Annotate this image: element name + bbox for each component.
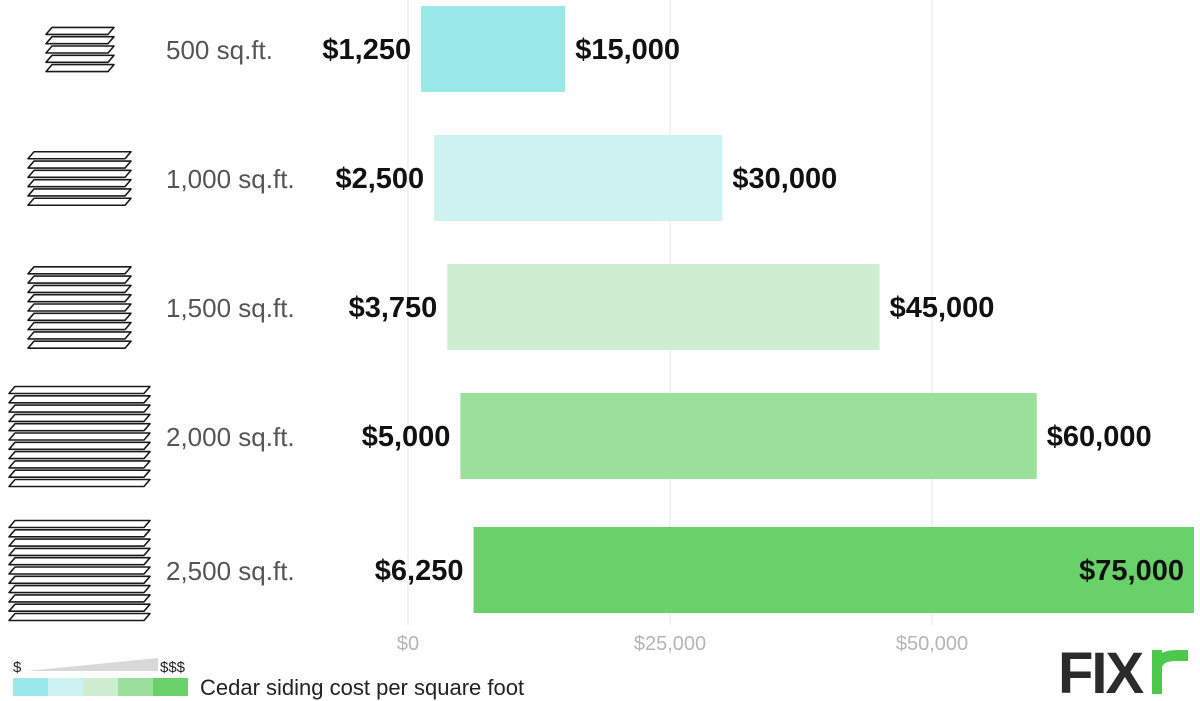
siding-plank <box>8 556 151 566</box>
siding-plank <box>8 404 151 413</box>
siding-plank <box>27 160 132 169</box>
siding-plank <box>27 275 132 284</box>
siding-plank <box>8 612 151 622</box>
high-value-label: $75,000 <box>1079 555 1184 587</box>
x-tick-label: $50,000 <box>896 633 968 655</box>
siding-plank <box>27 169 132 179</box>
siding-plank <box>27 340 132 349</box>
range-bar <box>434 135 723 221</box>
logo-r-arm <box>1152 650 1188 668</box>
siding-plank <box>8 519 151 529</box>
legend-swatch <box>48 678 83 696</box>
siding-plank <box>27 197 132 207</box>
siding-plank <box>8 538 151 547</box>
siding-icon <box>45 26 115 73</box>
siding-plank <box>8 422 151 432</box>
value-labels: 500 sq.ft. $1,250 $15,000 1,000 sq.ft. $2,50… <box>166 34 1184 587</box>
siding-icon <box>8 519 151 622</box>
logo-text-fix: FIX <box>1058 641 1145 701</box>
range-bar <box>421 6 566 92</box>
siding-plank <box>8 603 151 612</box>
siding-plank <box>8 450 151 460</box>
x-tick-label: $0 <box>397 633 419 655</box>
siding-plank <box>8 566 151 575</box>
siding-plank <box>8 395 151 404</box>
category-label: 1,000 sq.ft. <box>166 164 295 194</box>
category-label: 1,500 sq.ft. <box>166 293 295 323</box>
siding-plank <box>27 284 132 294</box>
low-value-label: $3,750 <box>349 292 438 324</box>
category-label: 500 sq.ft. <box>166 35 273 65</box>
low-value-label: $1,250 <box>322 34 411 66</box>
siding-plank <box>8 575 151 585</box>
legend: $ $$$ Cedar siding cost per square foot <box>13 658 524 700</box>
siding-plank <box>27 178 132 188</box>
siding-plank <box>27 331 132 340</box>
siding-icon <box>27 150 132 207</box>
siding-plank <box>8 460 151 469</box>
range-bar <box>447 264 880 350</box>
legend-label: Cedar siding cost per square foot <box>200 675 524 700</box>
siding-plank <box>8 478 151 488</box>
legend-swatch <box>13 678 48 696</box>
siding-plank <box>8 529 151 538</box>
siding-icon <box>8 385 151 488</box>
low-value-label: $2,500 <box>335 163 424 195</box>
category-label: 2,000 sq.ft. <box>166 422 295 452</box>
high-value-label: $15,000 <box>575 34 680 66</box>
legend-high-marker: $$$ <box>160 659 186 676</box>
logo-r-stem <box>1152 650 1162 694</box>
siding-icon <box>27 266 132 349</box>
high-value-label: $60,000 <box>1047 421 1152 453</box>
legend-swatch <box>83 678 118 696</box>
siding-plank <box>45 54 115 64</box>
siding-plank <box>8 594 151 603</box>
x-axis-ticks: $0 $25,000 $50,000 <box>397 633 968 655</box>
low-value-label: $5,000 <box>362 421 451 453</box>
siding-plank <box>8 469 151 478</box>
legend-wedge <box>26 658 158 671</box>
siding-plank <box>8 385 151 395</box>
siding-plank <box>45 26 115 36</box>
siding-plank <box>45 35 115 45</box>
range-bar <box>460 393 1037 479</box>
siding-plank <box>8 547 151 557</box>
siding-plank <box>45 45 115 54</box>
siding-plank <box>27 266 132 275</box>
legend-low-marker: $ <box>13 659 22 676</box>
siding-icons <box>8 26 151 622</box>
siding-plank <box>27 293 132 303</box>
legend-swatch <box>153 678 188 696</box>
fixr-logo: FIX <box>1058 641 1188 701</box>
low-value-label: $6,250 <box>375 555 464 587</box>
siding-plank <box>8 441 151 451</box>
siding-plank <box>27 150 132 160</box>
siding-plank <box>27 321 132 331</box>
siding-plank <box>8 432 151 441</box>
siding-plank <box>27 303 132 312</box>
legend-swatches <box>13 678 188 696</box>
high-value-label: $45,000 <box>890 292 995 324</box>
siding-plank <box>8 584 151 594</box>
siding-plank <box>27 312 132 322</box>
category-label: 2,500 sq.ft. <box>166 556 295 586</box>
high-value-label: $30,000 <box>732 163 837 195</box>
siding-plank <box>27 188 132 197</box>
range-bar <box>473 527 1194 613</box>
legend-swatch <box>118 678 153 696</box>
x-tick-label: $25,000 <box>634 633 706 655</box>
siding-plank <box>45 63 115 73</box>
range-bars <box>421 6 1194 613</box>
siding-plank <box>8 413 151 423</box>
